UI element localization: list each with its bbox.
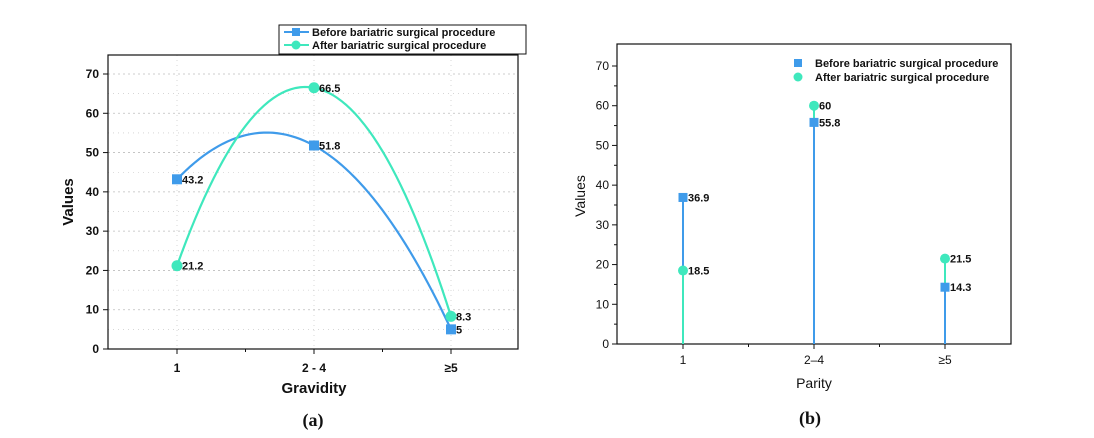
legend-a: Before bariatric surgical procedure Afte… bbox=[278, 24, 527, 55]
y-tick-label-a: 40 bbox=[86, 185, 100, 199]
data-point-b-before bbox=[809, 117, 819, 127]
legend-box-a bbox=[278, 24, 527, 55]
data-label-a: 5 bbox=[456, 324, 462, 336]
data-point-b-before bbox=[940, 282, 950, 292]
y-axis-title-b: Values bbox=[572, 175, 588, 217]
y-tick-label-a: 70 bbox=[86, 67, 100, 81]
legend-marker-after-a bbox=[291, 40, 301, 50]
data-point-a-before bbox=[309, 140, 319, 151]
legend-b: Before bariatric surgical procedure Afte… bbox=[793, 58, 998, 84]
data-point-a-after bbox=[445, 310, 457, 322]
y-tick-label-a: 30 bbox=[86, 224, 100, 238]
y-tick-label-b: 10 bbox=[596, 297, 610, 311]
legend-label-after-a: After bariatric surgical procedure bbox=[312, 40, 486, 52]
legend-marker-before-a bbox=[292, 28, 300, 36]
data-point-b-after bbox=[940, 253, 950, 264]
x-tick-label-b: 2–4 bbox=[804, 353, 824, 367]
y-ticks-b: 0 10 20 30 40 50 60 70 bbox=[596, 59, 617, 351]
data-point-a-after bbox=[171, 260, 183, 272]
chart-panel-b: 0 10 20 30 40 50 60 70 1 2–4 ≥5 36.9 55.8 14.3 18.5 6… bbox=[572, 43, 1012, 429]
legend-label-before-a: Before bariatric surgical procedure bbox=[312, 27, 495, 39]
data-point-b-after bbox=[809, 100, 819, 111]
data-label-a: 51.8 bbox=[319, 141, 340, 153]
grid-a bbox=[108, 55, 518, 349]
y-tick-label-b: 40 bbox=[596, 178, 610, 192]
y-axis-title-a: Values bbox=[60, 178, 77, 226]
data-label-b: 14.3 bbox=[950, 282, 971, 294]
y-tick-label-a: 20 bbox=[86, 263, 100, 277]
data-label-b: 55.8 bbox=[819, 117, 840, 129]
y-tick-label-b: 0 bbox=[602, 337, 609, 351]
series-line-a-after bbox=[175, 85, 453, 317]
data-label-a: 43.2 bbox=[182, 174, 203, 186]
data-label-a: 66.5 bbox=[319, 83, 340, 95]
caption-b: (b) bbox=[799, 408, 821, 429]
y-tick-label-a: 10 bbox=[86, 303, 100, 317]
legend-marker-after-b bbox=[793, 72, 803, 82]
series-a: 43.2 51.8 5 21.2 66.5 8.3 bbox=[171, 82, 471, 336]
y-ticks-a: 0 10 20 30 40 50 60 70 bbox=[86, 67, 108, 356]
x-ticks-b: 1 2–4 ≥5 bbox=[680, 344, 952, 367]
plot-frame-a bbox=[107, 54, 519, 350]
x-axis-title-a: Gravidity bbox=[281, 380, 347, 397]
data-point-a-before bbox=[446, 324, 456, 335]
x-tick-label-b: 1 bbox=[680, 353, 687, 367]
y-tick-label-a: 60 bbox=[86, 106, 100, 120]
data-label-b: 36.9 bbox=[688, 192, 709, 204]
y-tick-label-a: 0 bbox=[92, 342, 99, 356]
data-label-a: 21.2 bbox=[182, 261, 203, 273]
data-point-a-after bbox=[308, 82, 320, 94]
data-point-a-before bbox=[172, 174, 182, 185]
x-tick-label-a: ≥5 bbox=[444, 361, 458, 375]
y-tick-label-a: 50 bbox=[86, 146, 100, 160]
y-tick-label-b: 60 bbox=[596, 99, 610, 113]
chart-panel-a: 0 10 20 30 40 50 60 70 1 2 - 4 ≥5 43.2 51.8 5 21.2 66… bbox=[60, 24, 527, 431]
data-label-b: 18.5 bbox=[688, 266, 709, 278]
y-tick-label-b: 50 bbox=[596, 138, 610, 152]
y-tick-label-b: 20 bbox=[596, 258, 610, 272]
caption-a: (a) bbox=[303, 410, 324, 431]
x-axis-title-b: Parity bbox=[796, 375, 832, 391]
x-tick-label-a: 2 - 4 bbox=[302, 361, 326, 375]
y-tick-label-b: 30 bbox=[596, 218, 610, 232]
x-tick-label-b: ≥5 bbox=[938, 353, 952, 367]
series-b: 36.9 55.8 14.3 18.5 60 21.5 bbox=[678, 100, 971, 344]
y-tick-label-b: 70 bbox=[596, 59, 610, 73]
data-label-b: 21.5 bbox=[950, 254, 971, 266]
legend-label-after-b: After bariatric surgical procedure bbox=[815, 72, 989, 84]
legend-marker-before-b bbox=[794, 59, 802, 67]
data-label-b: 60 bbox=[819, 101, 831, 113]
legend-label-before-b: Before bariatric surgical procedure bbox=[815, 58, 998, 70]
data-point-b-after bbox=[678, 265, 688, 276]
data-label-a: 8.3 bbox=[456, 311, 471, 323]
x-tick-label-a: 1 bbox=[174, 361, 181, 375]
x-ticks-a: 1 2 - 4 ≥5 bbox=[174, 349, 458, 375]
data-point-b-before bbox=[678, 192, 688, 202]
